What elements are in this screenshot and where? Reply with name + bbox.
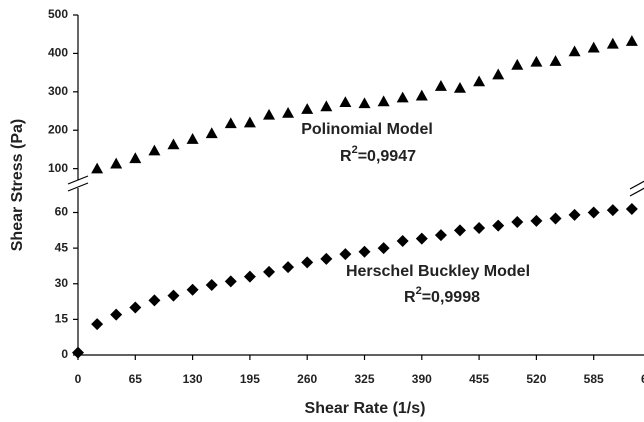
y-tick-label: 60 bbox=[55, 205, 69, 219]
marker bbox=[434, 229, 447, 242]
marker bbox=[568, 208, 581, 221]
marker bbox=[492, 219, 505, 232]
marker bbox=[243, 270, 256, 283]
x-tick-label: 260 bbox=[297, 372, 317, 386]
marker bbox=[148, 294, 161, 307]
marker bbox=[129, 301, 142, 314]
marker bbox=[530, 214, 543, 227]
marker bbox=[301, 103, 314, 114]
marker bbox=[396, 91, 409, 103]
y-tick-label: 300 bbox=[48, 84, 68, 98]
marker bbox=[568, 45, 581, 57]
marker bbox=[587, 206, 600, 219]
marker bbox=[473, 221, 486, 234]
annotation-r2: R2=0,9947 bbox=[340, 144, 416, 165]
marker bbox=[339, 248, 352, 261]
r2-r: R bbox=[404, 289, 416, 306]
marker bbox=[473, 75, 486, 87]
annotation-title: Polinomial Model bbox=[301, 121, 433, 138]
y-tick-label: 400 bbox=[48, 46, 68, 60]
y-tick-label: 200 bbox=[48, 122, 68, 136]
marker bbox=[320, 100, 333, 112]
marker bbox=[358, 245, 371, 258]
marker bbox=[492, 68, 505, 80]
y-tick-label: 45 bbox=[55, 240, 69, 254]
marker bbox=[129, 152, 142, 164]
marker bbox=[186, 283, 199, 296]
x-tick-label: 0 bbox=[75, 372, 82, 386]
r2-value: =0,9947 bbox=[358, 148, 416, 165]
marker bbox=[606, 37, 619, 49]
marker bbox=[606, 204, 619, 217]
marker bbox=[263, 265, 276, 278]
r2-sup: 2 bbox=[416, 285, 422, 297]
r2-sup: 2 bbox=[352, 144, 358, 156]
marker bbox=[530, 55, 543, 67]
x-tick-label: 130 bbox=[183, 372, 203, 386]
marker bbox=[91, 162, 104, 174]
marker bbox=[453, 81, 466, 93]
y-tick-label: 500 bbox=[48, 7, 68, 21]
marker bbox=[243, 116, 256, 128]
marker bbox=[205, 127, 218, 139]
marker bbox=[415, 89, 428, 101]
r2-value: =0,9998 bbox=[422, 289, 480, 306]
x-tick-label: 65 bbox=[129, 372, 143, 386]
marker bbox=[320, 252, 333, 265]
marker bbox=[110, 308, 123, 321]
marker bbox=[625, 35, 638, 46]
marker bbox=[549, 212, 562, 225]
marker bbox=[224, 275, 237, 288]
marker bbox=[625, 202, 638, 215]
marker bbox=[434, 80, 447, 91]
marker bbox=[205, 278, 218, 291]
y-tick-label: 30 bbox=[55, 276, 69, 290]
marker bbox=[186, 133, 199, 144]
axis-break-right bbox=[629, 180, 644, 197]
r2-r: R bbox=[340, 148, 352, 165]
y-tick-label: 0 bbox=[61, 347, 68, 361]
marker bbox=[339, 96, 352, 107]
marker bbox=[224, 117, 237, 129]
x-tick-label: 455 bbox=[469, 372, 489, 386]
marker bbox=[263, 108, 276, 120]
y-tick-label: 100 bbox=[48, 161, 68, 175]
marker bbox=[549, 55, 562, 66]
marker bbox=[377, 95, 390, 107]
marker bbox=[167, 138, 180, 150]
marker bbox=[453, 224, 466, 237]
marker bbox=[72, 346, 84, 359]
annotation-title: Herschel Buckley Model bbox=[346, 263, 530, 280]
x-tick-label: 390 bbox=[412, 372, 432, 386]
y-axis-label: Shear Stress (Pa) bbox=[9, 119, 26, 252]
marker bbox=[167, 289, 180, 302]
marker bbox=[396, 235, 409, 247]
annotation-r2: R2=0,9998 bbox=[404, 285, 480, 306]
marker bbox=[511, 216, 524, 228]
x-tick-label: 195 bbox=[240, 372, 260, 386]
y-tick-label: 15 bbox=[55, 312, 69, 326]
marker bbox=[148, 144, 161, 156]
x-tick-label: 520 bbox=[526, 372, 546, 386]
marker bbox=[110, 157, 123, 169]
marker bbox=[358, 97, 371, 109]
marker bbox=[282, 106, 295, 118]
marker bbox=[587, 41, 600, 53]
x-tick-label: 650 bbox=[641, 372, 644, 386]
marker bbox=[91, 318, 104, 331]
marker bbox=[301, 256, 314, 269]
x-tick-label: 325 bbox=[354, 372, 374, 386]
marker bbox=[415, 232, 428, 245]
x-tick-label: 585 bbox=[584, 372, 604, 386]
marker bbox=[282, 261, 295, 274]
marker bbox=[377, 242, 390, 255]
x-axis-label: Shear Rate (1/s) bbox=[305, 400, 426, 417]
marker bbox=[511, 58, 524, 70]
axis-break-left bbox=[66, 175, 90, 192]
